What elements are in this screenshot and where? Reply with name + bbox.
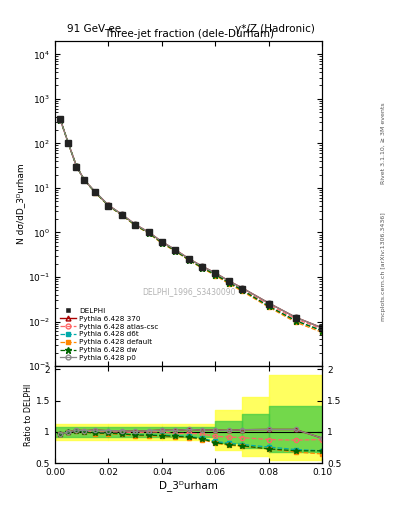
Text: 91 GeV ee: 91 GeV ee xyxy=(67,24,121,34)
Y-axis label: Ratio to DELPHI: Ratio to DELPHI xyxy=(24,383,33,446)
X-axis label: D_3ᴰurham: D_3ᴰurham xyxy=(159,480,218,491)
Text: DELPHI_1996_S3430090: DELPHI_1996_S3430090 xyxy=(142,288,235,296)
Title: Three-jet fraction (dele-Durham): Three-jet fraction (dele-Durham) xyxy=(104,29,274,39)
Text: γ*/Z (Hadronic): γ*/Z (Hadronic) xyxy=(235,24,314,34)
Y-axis label: N dσ/dD_3ᴰurham: N dσ/dD_3ᴰurham xyxy=(16,163,25,244)
Text: mcplots.cern.ch [arXiv:1306.3436]: mcplots.cern.ch [arXiv:1306.3436] xyxy=(381,212,386,321)
Legend: DELPHI, Pythia 6.428 370, Pythia 6.428 atlas-csc, Pythia 6.428 d6t, Pythia 6.428: DELPHI, Pythia 6.428 370, Pythia 6.428 a… xyxy=(59,306,160,362)
Text: Rivet 3.1.10, ≥ 3M events: Rivet 3.1.10, ≥ 3M events xyxy=(381,102,386,184)
